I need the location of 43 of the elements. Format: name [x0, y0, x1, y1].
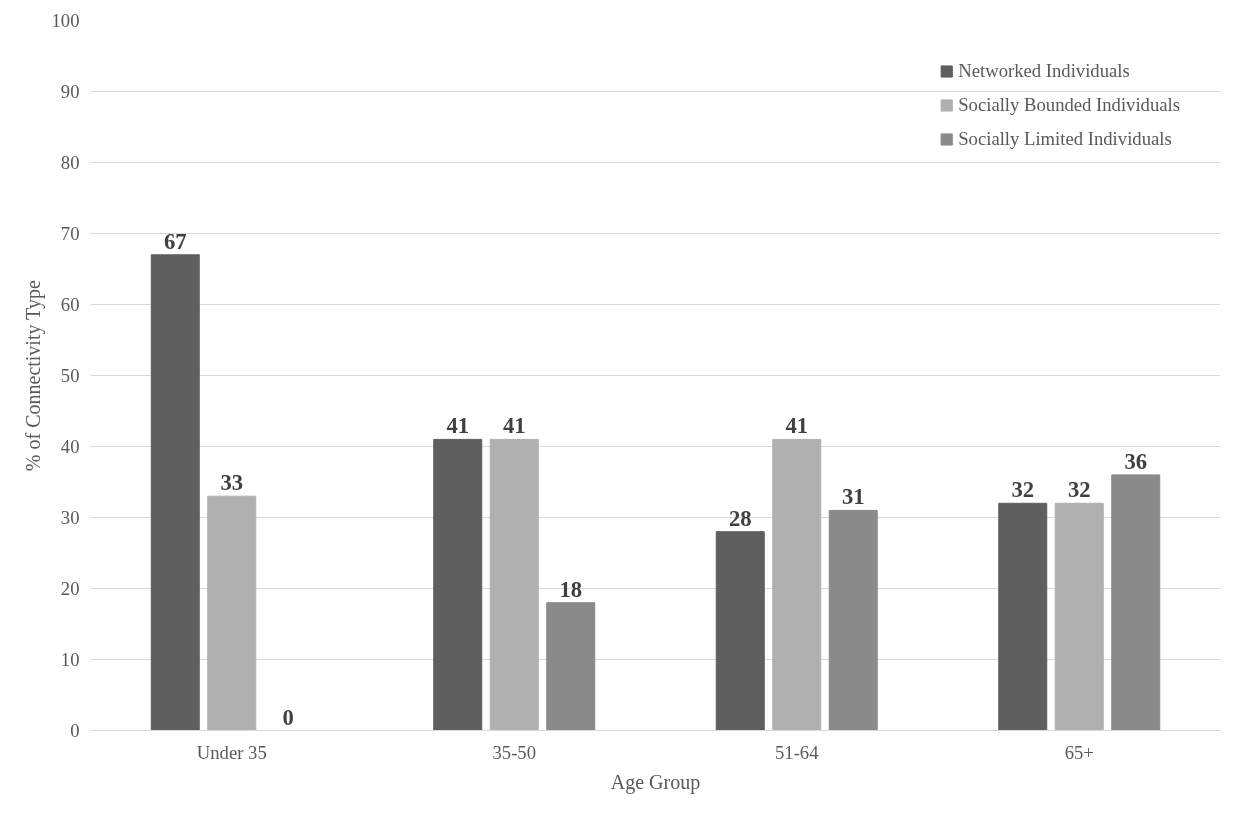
- legend-label: Socially Bounded Individuals: [958, 94, 1180, 116]
- legend-label: Networked Individuals: [958, 60, 1130, 82]
- y-tick-label: 10: [60, 649, 80, 670]
- data-label: 41: [785, 413, 809, 439]
- y-tick-label: 60: [60, 294, 80, 315]
- data-label: 31: [841, 484, 865, 510]
- bar: [772, 438, 822, 731]
- data-label: 32: [1067, 477, 1091, 503]
- bar: [1054, 502, 1104, 731]
- y-tick-label: 100: [51, 10, 80, 31]
- bar: [546, 602, 596, 731]
- y-tick-label: 90: [60, 81, 80, 102]
- x-axis-title: Age Group: [610, 770, 701, 794]
- x-tick-label: 51-64: [774, 741, 820, 763]
- data-label: 0: [282, 704, 294, 730]
- y-tick-label: 50: [60, 365, 80, 386]
- x-tick-label: Under 35: [196, 741, 267, 763]
- y-tick-label: 30: [60, 507, 80, 528]
- bar: [150, 254, 200, 731]
- data-label: 41: [502, 413, 526, 439]
- data-label: 33: [220, 470, 244, 496]
- y-tick-label: 0: [70, 720, 80, 741]
- bar: [715, 531, 765, 731]
- bar: [828, 509, 878, 731]
- x-tick-label: 35-50: [492, 741, 537, 763]
- y-axis-title: % of Connectivity Type: [21, 280, 45, 472]
- x-tick-label: 65+: [1064, 741, 1094, 763]
- data-label: 41: [446, 413, 470, 439]
- data-label: 18: [559, 576, 583, 602]
- legend-label: Socially Limited Individuals: [958, 128, 1172, 150]
- y-tick-label: 40: [60, 436, 80, 457]
- data-label: 36: [1124, 448, 1148, 474]
- data-label: 28: [728, 505, 752, 531]
- bar: [998, 502, 1048, 731]
- bar: [489, 438, 539, 731]
- y-tick-label: 80: [60, 152, 80, 173]
- bar: [1111, 474, 1161, 731]
- bar: [207, 495, 257, 731]
- data-label: 67: [163, 228, 187, 254]
- data-label: 32: [1011, 477, 1035, 503]
- y-tick-label: 70: [60, 223, 80, 244]
- y-tick-label: 20: [60, 578, 80, 599]
- bar: [433, 438, 483, 731]
